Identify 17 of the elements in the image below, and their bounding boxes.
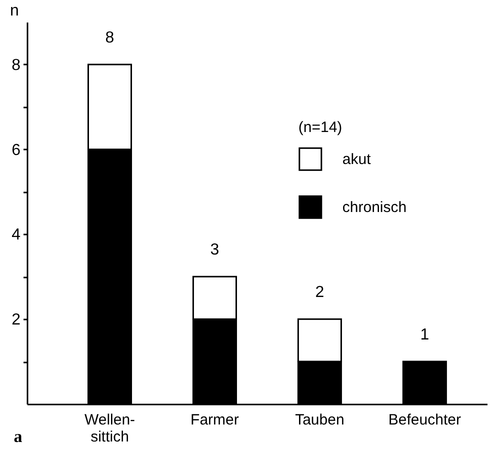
y-tick-label: 4 bbox=[12, 226, 21, 244]
x-tick-label: Befeuchter bbox=[388, 412, 461, 428]
x-tick-label: Farmer bbox=[190, 412, 239, 428]
total-label: 2 bbox=[315, 284, 324, 302]
text: a bbox=[14, 427, 23, 446]
y-tick-label: 8 bbox=[12, 56, 21, 74]
x-tick-label: Wellen- sittich bbox=[84, 412, 136, 446]
total-label: 8 bbox=[105, 29, 114, 46]
y-axis-title: n bbox=[10, 2, 19, 20]
x-tick-label: Tauben bbox=[295, 412, 344, 428]
legend-title: (n=14) bbox=[298, 119, 342, 136]
y-tick-label: 6 bbox=[12, 142, 21, 159]
legend-label: akut bbox=[342, 151, 372, 168]
total-label: 3 bbox=[210, 242, 220, 259]
legend-label: chronisch bbox=[342, 199, 407, 216]
y-tick-label: 2 bbox=[12, 312, 21, 329]
total-label: 1 bbox=[420, 326, 430, 344]
